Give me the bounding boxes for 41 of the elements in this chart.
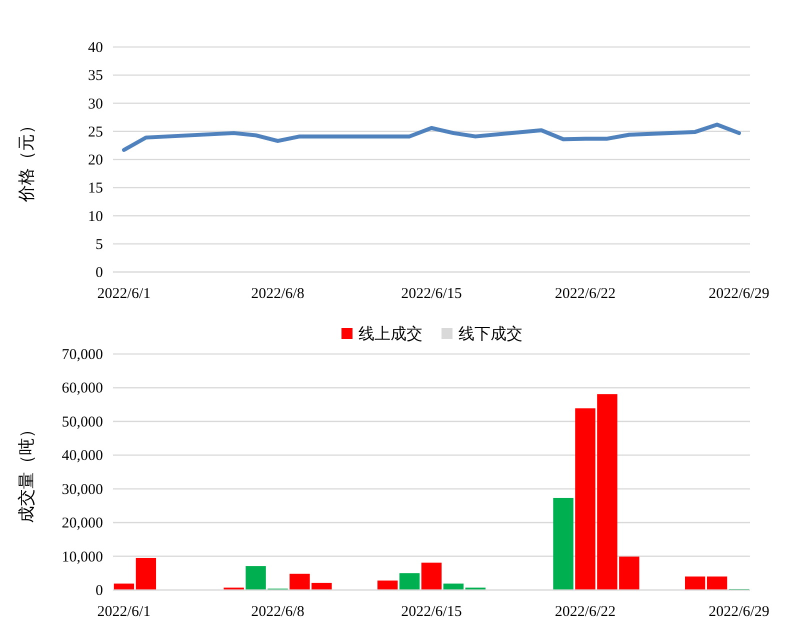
y-axis-title: 价格（元） [17, 117, 36, 203]
bar [684, 576, 706, 590]
y-tick-label: 70,000 [62, 347, 103, 363]
y-tick-label: 30,000 [62, 482, 103, 498]
bar [136, 558, 156, 590]
bar [706, 576, 728, 590]
y-tick-label: 20,000 [62, 516, 103, 532]
bar [114, 584, 134, 590]
x-tick-label: 2022/6/29 [708, 604, 770, 620]
y-tick-label: 50,000 [62, 414, 103, 430]
bar [377, 580, 398, 590]
legend-label: 线下成交 [458, 325, 522, 343]
bar [553, 498, 574, 590]
y-axis-title: 成交量（吨） [17, 421, 36, 523]
x-tick-label: 2022/6/22 [554, 286, 616, 302]
x-tick-label: 2022/6/29 [708, 286, 770, 302]
y-tick-label: 40 [88, 40, 103, 56]
y-tick-label: 20 [88, 152, 103, 168]
x-tick-label: 2022/6/15 [401, 604, 462, 620]
y-tick-label: 10 [88, 208, 103, 225]
y-tick-label: 35 [88, 68, 103, 84]
bar [399, 573, 420, 590]
x-tick-label: 2022/6/22 [554, 604, 616, 620]
line-series [122, 122, 742, 152]
x-tick-label: 2022/6/15 [401, 286, 462, 302]
x-tick-label: 2022/6/1 [97, 286, 151, 302]
x-tick-label: 2022/6/8 [251, 604, 304, 620]
y-tick-label: 10,000 [62, 549, 103, 566]
x-tick-label: 2022/6/1 [97, 604, 151, 620]
y-tick-label: 15 [88, 180, 103, 197]
bar [421, 562, 442, 590]
y-tick-label: 40,000 [62, 448, 103, 464]
y-tick-label: 5 [96, 236, 103, 253]
bar [443, 584, 464, 590]
y-tick-label: 0 [96, 583, 103, 599]
x-tick-label: 2022/6/8 [251, 286, 304, 302]
y-tick-label: 25 [88, 124, 103, 140]
legend-label: 线上成交 [358, 325, 422, 343]
y-tick-label: 30 [88, 96, 103, 112]
y-tick-label: 0 [96, 265, 103, 281]
y-tick-label: 60,000 [62, 380, 103, 397]
